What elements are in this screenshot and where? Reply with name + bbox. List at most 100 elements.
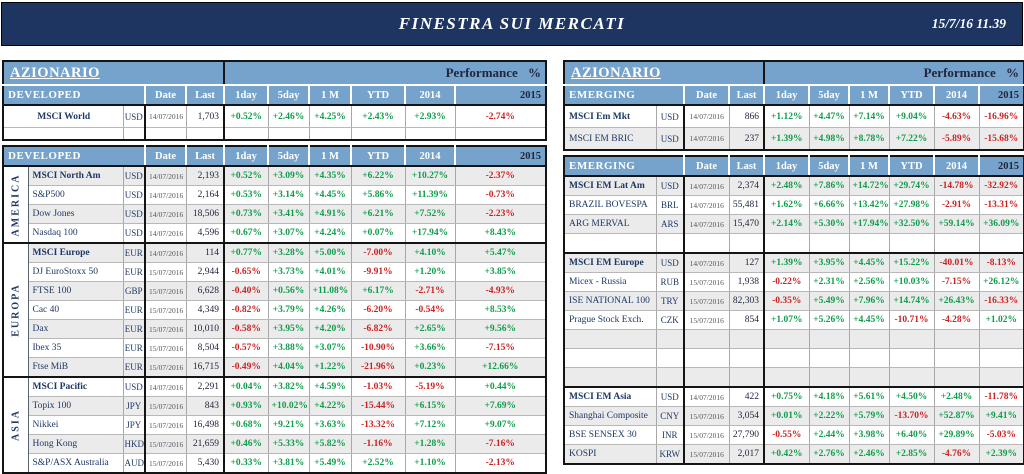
- perf-1day: -0.35%: [763, 291, 810, 311]
- instrument-name: [564, 329, 657, 349]
- table-row: MSCI EM Lat Am USD 14/07/2016 2,374 +2.48% +7…: [564, 175, 1024, 196]
- perf-5day: +3.88%: [268, 338, 310, 358]
- perf-1m: +4.91%: [309, 204, 352, 224]
- last-value: 114: [186, 242, 225, 263]
- report-banner: FINESTRA SUI MERCATI 15/7/16 11.39: [1, 2, 1023, 46]
- last-value: 4,349: [186, 300, 225, 320]
- perf-1m: +4.45%: [309, 185, 352, 205]
- perf-5day: +3.14%: [268, 185, 310, 205]
- perf-5day: +3.81%: [268, 453, 310, 474]
- perf-5day: +3.95%: [809, 252, 850, 273]
- region-label: EUROPA: [3, 242, 29, 378]
- price-date: [683, 367, 730, 388]
- last-value: 854: [729, 310, 765, 330]
- price-date: 14/07/2016: [144, 165, 187, 186]
- perf-2015: -2.13%: [455, 453, 547, 474]
- currency-code: USD: [656, 175, 685, 196]
- perf-1day: +0.93%: [223, 396, 269, 416]
- perf-1m: +5.82%: [309, 434, 352, 454]
- empty-row: [564, 367, 1024, 388]
- perf-2014: +4.10%: [405, 242, 456, 263]
- last-value: 2,291: [186, 376, 225, 397]
- perf-5day: [268, 127, 310, 141]
- last-value: 55,481: [729, 195, 765, 215]
- perf-5day: +5.49%: [809, 291, 850, 311]
- instrument-name: MSCI EM Europe: [564, 252, 657, 273]
- price-date: 14/07/2016: [144, 223, 187, 244]
- last-value: [729, 348, 765, 368]
- perf-1m: +2.56%: [849, 272, 890, 292]
- performance-header: Performance %: [763, 61, 1024, 86]
- perf-ytd: -1.16%: [351, 434, 406, 454]
- instrument-name: MSCI EM BRIC: [564, 127, 657, 151]
- table-row: ASIA MSCI Pacific USD 14/07/2016 2,291 +0.04%…: [3, 376, 547, 474]
- column-header-2014: 2014: [934, 156, 980, 177]
- perf-2015: -32.92%: [979, 175, 1024, 196]
- price-date: 15/07/2016: [144, 300, 187, 320]
- instrument-name: MSCI Pacific: [28, 376, 124, 397]
- column-header-date: Date: [145, 146, 188, 167]
- perf-1day: +0.46%: [223, 434, 269, 454]
- perf-ytd: +2.52%: [351, 453, 406, 474]
- group-header-label: DEVELOPED: [3, 85, 146, 106]
- perf-1day: +2.14%: [763, 214, 810, 234]
- currency-code: USD: [656, 127, 685, 151]
- last-value: 82,303: [729, 291, 765, 311]
- currency-code: RUB: [656, 272, 685, 292]
- perf-2015: +1.02%: [979, 310, 1024, 330]
- perf-1day: [223, 127, 269, 141]
- column-header-2015: 2015: [455, 146, 547, 167]
- group-header-label: EMERGING: [564, 156, 685, 177]
- perf-ytd: -1.03%: [351, 376, 406, 397]
- perf-2015: +0.44%: [455, 376, 547, 397]
- instrument-name: Ftse MiB: [28, 357, 124, 378]
- perf-1m: +4.01%: [309, 262, 352, 282]
- perf-ytd: -15.44%: [351, 396, 406, 416]
- perf-1day: -0.65%: [223, 262, 269, 282]
- region-label: AMERICA: [3, 165, 29, 244]
- perf-1m: +4.20%: [309, 319, 352, 339]
- column-header-last: Last: [186, 146, 226, 167]
- perf-5day: +4.04%: [268, 357, 310, 378]
- instrument-name: MSCI EM Asia: [564, 386, 657, 407]
- perf-ytd: +2.43%: [351, 105, 406, 128]
- price-date: 14/07/2016: [144, 376, 187, 397]
- column-header-last: Last: [186, 85, 226, 106]
- table-row: Topix 100 JPY 15/07/2016 843 +0.93% +10.02% +4…: [3, 396, 547, 416]
- currency-code: CZK: [656, 310, 685, 330]
- perf-5day: +3.41%: [268, 204, 310, 224]
- perf-2014: +29.89%: [934, 425, 980, 445]
- table-row: KOSPI KRW 15/07/2016 2,017 +0.42% +2.76% +2.46…: [564, 444, 1024, 465]
- price-date: 14/07/2016: [144, 105, 187, 128]
- perf-1day: +0.68%: [223, 415, 269, 435]
- perf-ytd: +10.03%: [889, 272, 935, 292]
- column-header-1m: 1 M: [309, 85, 353, 106]
- currency-code: USD: [123, 165, 146, 186]
- perf-1day: -0.82%: [223, 300, 269, 320]
- left-detail-table: DEVELOPED Date Last 1day 5day 1 M YTD 2014 2015 A…: [2, 145, 548, 474]
- price-date: 15/07/2016: [144, 262, 187, 282]
- price-date: 15/07/2016: [144, 281, 187, 301]
- perf-1m: [309, 127, 352, 141]
- perf-1day: +0.33%: [223, 453, 269, 474]
- price-date: [144, 127, 187, 141]
- column-header-date: Date: [684, 156, 730, 177]
- perf-2014: [934, 348, 980, 368]
- column-header-row: DEVELOPED Date Last 1day 5day 1 M YTD 2014 2015: [3, 146, 547, 167]
- perf-2015: -8.13%: [979, 252, 1024, 273]
- last-value: [186, 127, 225, 141]
- perf-2014: -2.91%: [934, 195, 980, 215]
- price-date: 14/07/2016: [144, 185, 187, 205]
- table-row: MSCI EM Europe USD 14/07/2016 127 +1.39% +3.9…: [564, 252, 1024, 273]
- perf-ytd: -10.90%: [351, 338, 406, 358]
- perf-5day: +3.73%: [268, 262, 310, 282]
- column-header-5day: 5day: [809, 85, 851, 106]
- perf-2014: +3.66%: [405, 338, 456, 358]
- perf-2014: -0.54%: [405, 300, 456, 320]
- table-row: DJ EuroStoxx 50 EUR 15/07/2016 2,944 -0.65% +…: [3, 262, 547, 282]
- perf-ytd: [351, 127, 406, 141]
- instrument-name: Shanghai Composite: [564, 406, 657, 426]
- instrument-name: Dax: [28, 319, 124, 339]
- last-value: 16,498: [186, 415, 225, 435]
- currency-code: EUR: [123, 338, 146, 358]
